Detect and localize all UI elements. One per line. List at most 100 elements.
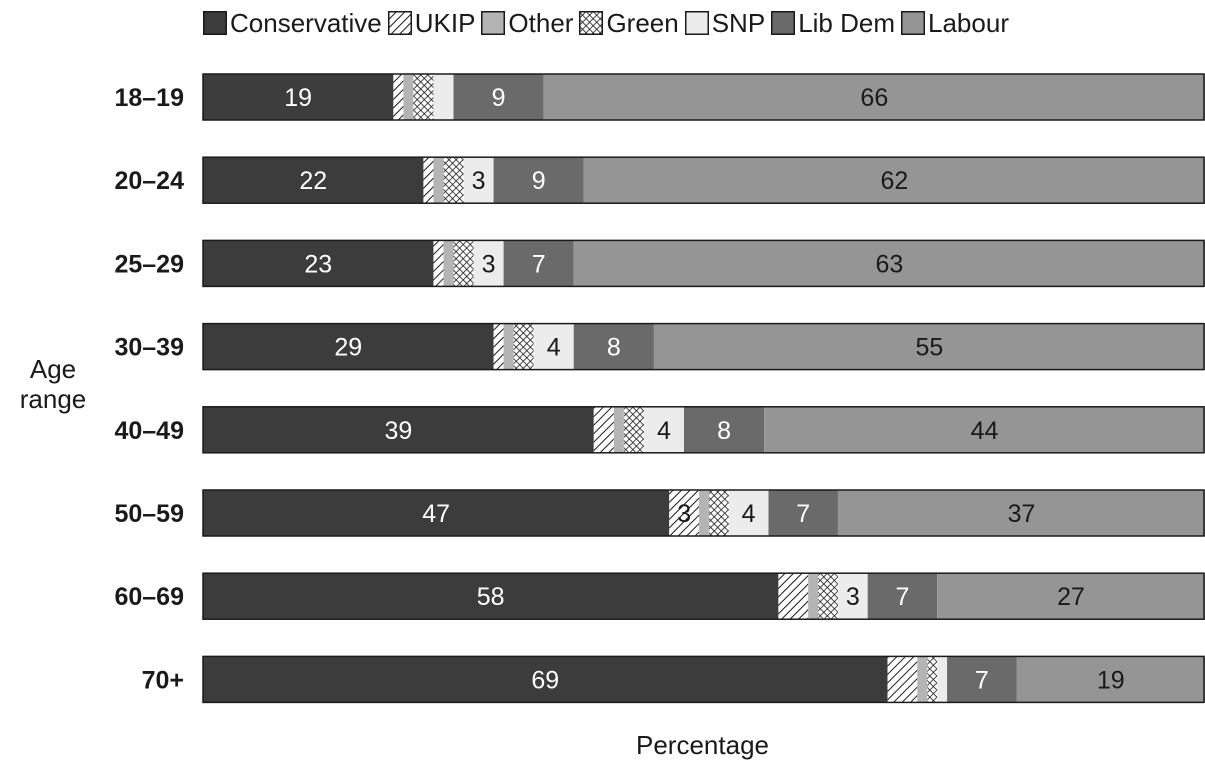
bar-segment-other-18-19	[403, 74, 414, 120]
bar-segment-lib-dem-70	[947, 656, 1017, 703]
legend-label-other: Other	[508, 8, 574, 38]
data-label-labour-40-49: 44	[971, 417, 999, 445]
legend-item-conservative: Conservative	[203, 8, 382, 38]
bar-segment-other-70	[917, 656, 928, 703]
bar-segment-green-70	[927, 656, 938, 703]
legend-label-ukip: UKIP	[414, 8, 476, 38]
bar-segment-green-20-24	[443, 157, 464, 204]
bar-segment-other-60-69	[808, 573, 819, 620]
bar-segment-snp-50-59	[728, 490, 769, 536]
data-label-lib-dem-50-59: 7	[796, 500, 810, 528]
data-label-snp-25-29: 3	[482, 250, 496, 278]
legend-item-green: Green	[579, 8, 679, 38]
bar-segment-conservative-20-24	[203, 157, 424, 204]
legend-item-snp: SNP	[684, 8, 765, 38]
data-label-labour-30-39: 55	[916, 334, 944, 362]
legend-label-labour: Labour	[928, 8, 1009, 38]
data-label-labour-25-29: 63	[875, 250, 903, 278]
bar-outline-50-59	[202, 489, 1205, 537]
category-labels: 18–19 20–24 25–29 30–39 40–49 50–59 60–69 70+	[114, 84, 184, 694]
bar-outline-30-39	[202, 322, 1205, 371]
bar-row-25-29: 23 3 7 63	[202, 239, 1205, 288]
bar-segment-conservative-50-59	[203, 490, 670, 536]
legend-swatch-conservative	[203, 11, 227, 35]
legend-label-lib-dem: Lib Dem	[798, 8, 896, 38]
data-label-lib-dem-30-39: 8	[607, 334, 621, 362]
data-label-snp-60-69: 3	[846, 583, 860, 611]
bar-outline-18-19	[202, 73, 1205, 121]
bar-outline-40-49	[202, 406, 1205, 454]
bar-row-20-24: 22 3 9 62	[202, 156, 1205, 204]
legend-item-ukip: UKIP	[387, 8, 476, 38]
bar-row-60-69: 58 3 7 27	[202, 572, 1205, 620]
bar-outline-70	[202, 655, 1205, 704]
bar-outline-60-69	[202, 572, 1205, 620]
bar-segment-lib-dem-20-24	[493, 157, 584, 204]
legend-label-green: Green	[606, 8, 679, 38]
category-label-40-49: 40–49	[114, 417, 184, 445]
bar-segment-ukip-30-39	[493, 323, 504, 370]
legend-swatch-lib-dem	[771, 11, 796, 35]
bar-segment-labour-50-59	[837, 490, 1205, 536]
bar-segment-conservative-40-49	[203, 406, 594, 453]
legend-label-conservative: Conservative	[230, 8, 382, 38]
bar-segment-snp-25-29	[473, 240, 504, 287]
data-label-conservative-40-49: 39	[384, 417, 412, 445]
data-label-snp-30-39: 4	[547, 334, 561, 362]
data-label-ukip-50-59: 3	[677, 500, 691, 528]
category-label-20-24: 20–24	[114, 167, 184, 195]
data-label-conservative-70: 69	[531, 666, 559, 694]
bar-segment-labour-60-69	[937, 573, 1205, 620]
data-label-lib-dem-70: 7	[975, 666, 989, 694]
bar-segment-green-60-69	[818, 573, 838, 620]
bar-segment-ukip-50-59	[669, 490, 700, 536]
bar-segment-ukip-20-24	[423, 157, 434, 204]
data-label-labour-18-19: 66	[860, 84, 888, 112]
bar-segment-lib-dem-25-29	[503, 240, 574, 287]
data-label-conservative-25-29: 23	[304, 250, 332, 278]
data-label-conservative-60-69: 58	[477, 583, 505, 611]
data-label-labour-20-24: 62	[880, 167, 908, 195]
y-axis-title-line2: range	[19, 384, 87, 414]
bar-segment-green-18-19	[413, 74, 434, 120]
bar-segment-ukip-18-19	[393, 74, 404, 120]
bar-row-30-39: 29 4 8 55	[202, 322, 1205, 371]
data-label-lib-dem-18-19: 9	[492, 84, 506, 112]
x-axis-title: Percentage	[636, 730, 769, 760]
bar-segment-snp-40-49	[643, 406, 684, 453]
bar-segment-other-40-49	[613, 406, 624, 453]
y-axis-title-line1: Age	[29, 354, 77, 384]
bar-segment-ukip-70	[887, 656, 918, 703]
category-label-18-19: 18–19	[114, 84, 184, 112]
bar-segment-other-25-29	[443, 240, 454, 287]
bar-segment-labour-30-39	[653, 323, 1205, 370]
bar-segment-lib-dem-18-19	[453, 74, 544, 120]
data-label-snp-20-24: 3	[472, 167, 486, 195]
bar-segment-green-40-49	[623, 406, 644, 453]
data-label-labour-70: 19	[1097, 666, 1125, 694]
bar-segment-labour-20-24	[583, 157, 1205, 204]
data-label-conservative-18-19: 19	[284, 84, 312, 112]
bar-outline-25-29	[202, 239, 1205, 288]
legend-item-labour: Labour	[901, 8, 1009, 38]
bar-segment-other-50-59	[699, 490, 709, 536]
bar-segment-ukip-60-69	[778, 573, 809, 620]
bar-segment-ukip-25-29	[433, 240, 444, 287]
data-label-conservative-50-59: 47	[422, 500, 450, 528]
bar-segment-conservative-60-69	[203, 573, 779, 620]
legend-swatch-snp	[684, 11, 709, 35]
bar-segment-lib-dem-40-49	[683, 406, 765, 453]
bar-segment-snp-18-19	[433, 74, 454, 120]
bar-segment-green-30-39	[513, 323, 534, 370]
bar-segment-conservative-25-29	[203, 240, 434, 287]
bar-segment-snp-20-24	[463, 157, 494, 204]
legend-swatch-green	[579, 11, 604, 35]
legend-swatch-other	[481, 11, 506, 35]
bar-segment-snp-70	[937, 656, 948, 703]
bar-segment-lib-dem-50-59	[768, 490, 838, 536]
data-label-lib-dem-25-29: 7	[532, 250, 546, 278]
data-label-lib-dem-40-49: 8	[717, 417, 731, 445]
data-label-lib-dem-20-24: 9	[532, 167, 546, 195]
category-label-50-59: 50–59	[114, 500, 184, 528]
data-label-lib-dem-60-69: 7	[895, 583, 909, 611]
